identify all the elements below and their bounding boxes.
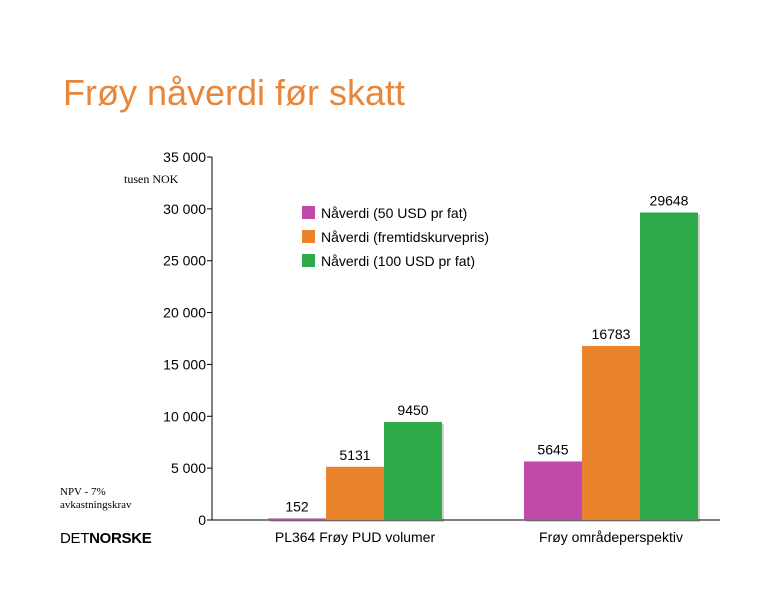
y-tick-label: 20 000 xyxy=(163,305,206,321)
chart-legend: Nåverdi (50 USD pr fat) Nåverdi (fremtids… xyxy=(302,205,489,269)
legend-label: Nåverdi (50 USD pr fat) xyxy=(321,205,467,221)
y-tick-label: 15 000 xyxy=(163,356,206,372)
data-label: 29648 xyxy=(650,193,689,209)
legend-label: Nåverdi (100 USD pr fat) xyxy=(321,253,475,269)
company-logo: DETNORSKE xyxy=(60,530,152,547)
y-tick-label: 35 000 xyxy=(163,149,206,165)
data-label: 5645 xyxy=(537,441,568,457)
bar xyxy=(524,461,582,520)
y-tick-label: 30 000 xyxy=(163,201,206,217)
y-tick-label: 10 000 xyxy=(163,408,206,424)
bar xyxy=(582,345,640,520)
bar xyxy=(326,466,384,520)
y-tick-label: 25 000 xyxy=(163,253,206,269)
legend-swatch xyxy=(302,206,315,219)
logo-part1: DET xyxy=(60,530,90,547)
chart-bars xyxy=(268,212,700,523)
chart-data-labels: 152 5131 9450 5645 16783 29648 xyxy=(285,193,688,515)
bar xyxy=(268,518,326,520)
legend-label: Nåverdi (fremtidskurvepris) xyxy=(321,229,489,245)
y-tick-label: 5 000 xyxy=(171,460,206,476)
data-label: 9450 xyxy=(397,402,428,418)
y-tick-label: 0 xyxy=(198,512,206,528)
npv-note: NPV - 7% avkastningskrav xyxy=(60,486,131,512)
legend-swatch xyxy=(302,254,315,267)
npv-note-line2: avkastningskrav xyxy=(60,499,132,511)
bar xyxy=(640,212,698,521)
logo-part2: NORSKE xyxy=(89,530,152,547)
chart-title: Frøy nåverdi før skatt xyxy=(63,72,406,113)
data-label: 16783 xyxy=(592,326,631,342)
x-category-label: PL364 Frøy PUD volumer xyxy=(275,529,436,545)
x-category-label: Frøy områdeperspektiv xyxy=(539,529,683,545)
npv-note-line1: NPV - 7% xyxy=(60,486,106,498)
data-label: 5131 xyxy=(339,447,370,463)
data-label: 152 xyxy=(285,498,309,514)
bar-shadow xyxy=(270,520,328,522)
unit-label: tusen NOK xyxy=(124,172,179,186)
legend-swatch xyxy=(302,230,315,243)
bar xyxy=(384,421,442,520)
